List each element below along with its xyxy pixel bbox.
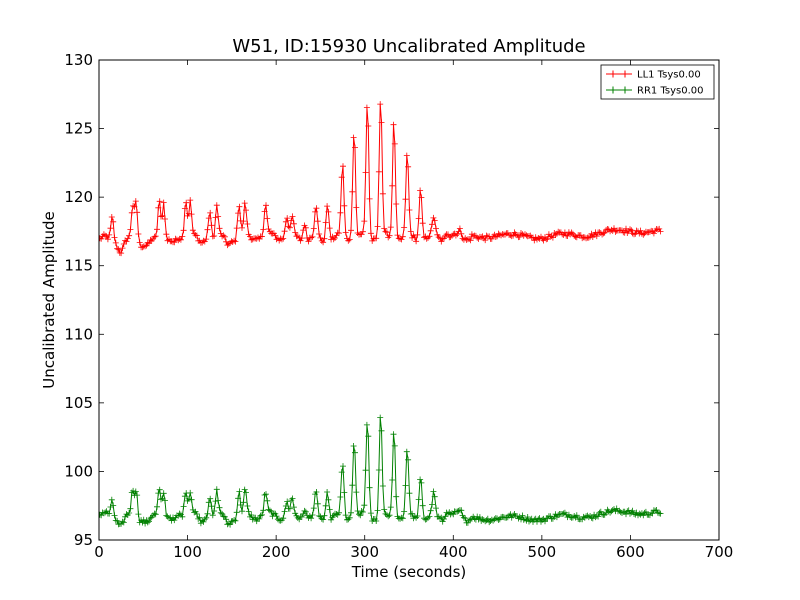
chart-title: W51, ID:15930 Uncalibrated Amplitude [232, 36, 585, 57]
y-tick-label: 130 [64, 51, 93, 69]
series-markers [99, 101, 664, 257]
series-rr1 [99, 414, 664, 528]
y-tick-label: 115 [64, 257, 93, 275]
legend-box [600, 64, 715, 100]
legend-label-ll1: LL1 Tsys0.00 [637, 70, 701, 81]
y-tick-label: 95 [74, 531, 93, 549]
x-axis-label: Time (seconds) [351, 563, 467, 581]
series-markers [99, 414, 664, 528]
x-tick-label: 600 [616, 543, 645, 561]
x-tick-label: 400 [439, 543, 468, 561]
x-tick-label: 200 [262, 543, 291, 561]
x-tick-label: 700 [705, 543, 734, 561]
y-tick-label: 105 [64, 394, 93, 412]
y-tick-label: 125 [64, 120, 93, 138]
x-tick-label: 0 [94, 543, 104, 561]
y-axis-label: Uncalibrated Amplitude [40, 211, 58, 388]
legend-label-rr1: RR1 Tsys0.00 [637, 86, 704, 97]
legend: LL1 Tsys0.00 RR1 Tsys0.00 [600, 64, 715, 100]
y-tick-label: 120 [64, 188, 93, 206]
x-tick-label: 500 [528, 543, 557, 561]
x-tick-label: 300 [350, 543, 379, 561]
y-tick-label: 100 [64, 462, 93, 480]
y-tick-label: 110 [64, 325, 93, 343]
ticks-layer: 0 100 200 300 400 500 600 700 95 100 105 110 115 120 1… [64, 51, 733, 561]
x-tick-label: 100 [173, 543, 202, 561]
series-ll1 [99, 101, 664, 257]
plot-frame [98, 59, 720, 541]
series-layer [99, 101, 664, 528]
